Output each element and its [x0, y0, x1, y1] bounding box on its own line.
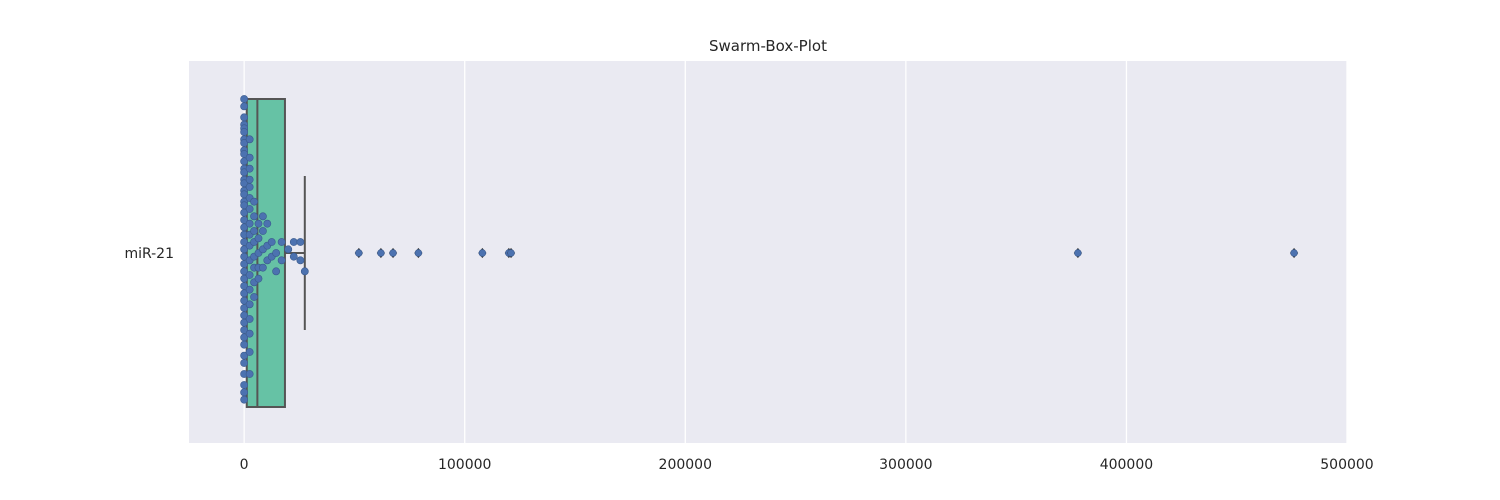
swarm-point	[296, 238, 305, 246]
outlier-point	[355, 249, 363, 257]
swarm-point	[245, 370, 254, 378]
swarm-point	[240, 102, 249, 111]
y-category-label: miR-21	[124, 246, 174, 262]
outlier-point	[389, 249, 397, 257]
swarm-point	[258, 227, 267, 235]
swarm-point	[272, 249, 281, 257]
swarm-point	[254, 234, 263, 243]
swarm-point	[245, 164, 254, 173]
swarm-point	[296, 256, 305, 265]
swarm-point	[240, 395, 249, 404]
swarm-point	[240, 340, 249, 349]
swarm-point	[240, 388, 249, 397]
swarm-point	[245, 285, 254, 294]
x-tick-label: 100000	[438, 457, 491, 473]
swarm-point	[263, 219, 272, 228]
swarm-point	[245, 271, 254, 279]
swarm-point	[245, 300, 254, 309]
swarm-point	[254, 219, 263, 228]
swarm-point	[284, 245, 293, 254]
swarm-point	[245, 219, 254, 228]
x-tick-label: 400000	[1100, 457, 1153, 473]
swarm-point	[289, 238, 298, 246]
outlier-point	[478, 249, 487, 257]
swarm-point	[240, 128, 249, 136]
swarm-point	[277, 256, 286, 265]
swarm-point	[250, 227, 258, 235]
chart-title: Swarm-Box-Plot	[709, 37, 827, 55]
swarm-point	[289, 252, 298, 261]
swarm-point	[254, 274, 263, 283]
outlier-markers	[354, 247, 1299, 259]
swarm-point	[300, 267, 309, 276]
swarm-point	[277, 238, 286, 246]
swarm-point	[245, 329, 254, 338]
plot-area	[189, 61, 1347, 443]
x-tick-label: 200000	[659, 457, 712, 473]
swarm-point	[258, 212, 267, 221]
outlier-point	[507, 249, 515, 257]
x-axis-ticks: 0 100000 200000 300000 400000 500000	[240, 457, 1374, 473]
swarm-points	[240, 95, 309, 404]
x-tick-label: 500000	[1320, 457, 1373, 473]
outlier-point	[1074, 249, 1082, 257]
swarm-point	[240, 359, 249, 367]
swarm-point	[258, 263, 267, 272]
swarm-point	[245, 135, 254, 144]
swarm-point	[245, 315, 254, 323]
gridlines	[243, 61, 1348, 443]
x-tick-label: 0	[240, 457, 249, 473]
swarm-point	[240, 113, 249, 122]
swarm-point	[250, 212, 258, 221]
swarm-point	[240, 381, 249, 389]
swarm-point	[272, 267, 281, 276]
swarm-point	[245, 175, 254, 184]
y-axis-categories: miR-21	[124, 246, 174, 262]
swarm-point	[240, 95, 249, 103]
swarm-point	[250, 197, 258, 206]
swarm-point	[245, 348, 254, 356]
outlier-point	[377, 249, 385, 257]
swarm-point	[250, 293, 258, 301]
swarm-point	[245, 205, 254, 213]
outlier-point	[1290, 249, 1298, 257]
swarm-point	[245, 183, 254, 191]
swarm-point	[267, 238, 276, 246]
x-tick-label: 300000	[879, 457, 932, 473]
swarm-point	[245, 153, 254, 162]
outlier-point	[414, 249, 423, 257]
